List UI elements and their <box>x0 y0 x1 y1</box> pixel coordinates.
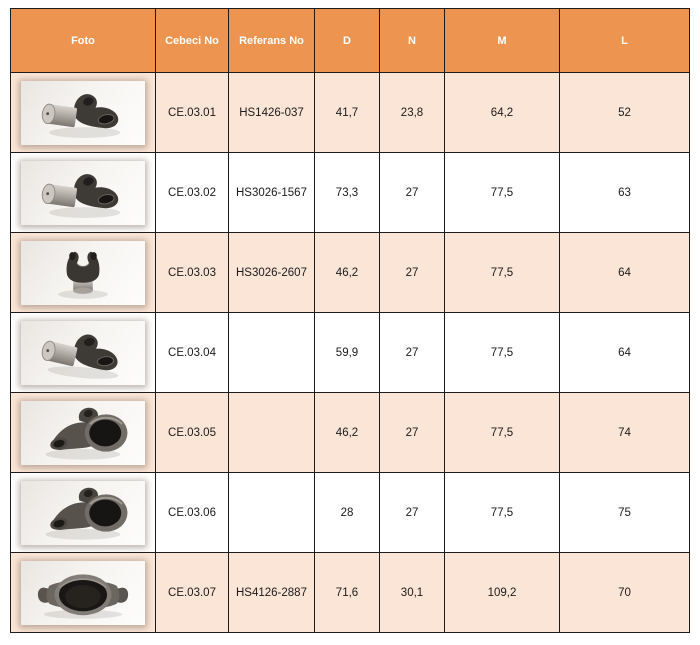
tube-yoke-photo <box>21 401 145 465</box>
table-row: CE.03.06 28 27 77,5 75 <box>10 472 690 553</box>
part-photo <box>21 320 145 385</box>
part-photo <box>21 400 145 465</box>
referans-no-cell: HS3026-1567 <box>228 152 315 233</box>
table-row: CE.03.05 46,2 27 77,5 74 <box>10 392 690 473</box>
referans-no-cell: HS3026-2607 <box>228 232 315 313</box>
d-cell: 46,2 <box>314 232 380 313</box>
photo-cell <box>10 552 156 633</box>
column-header-n: N <box>379 8 445 73</box>
photo-cell <box>10 232 156 313</box>
l-cell: 52 <box>559 72 690 153</box>
part-photo <box>21 80 145 145</box>
l-cell: 74 <box>559 392 690 473</box>
n-cell: 30,1 <box>379 552 445 633</box>
cebeci-no-cell: CE.03.02 <box>155 152 229 233</box>
photo-cell <box>10 392 156 473</box>
tube-yoke-photo <box>21 481 145 545</box>
l-cell: 64 <box>559 232 690 313</box>
n-cell: 27 <box>379 232 445 313</box>
tube-yoke-front-photo <box>21 561 145 625</box>
cebeci-no-cell: CE.03.06 <box>155 472 229 553</box>
photo-cell <box>10 152 156 233</box>
photo-cell <box>10 312 156 393</box>
n-cell: 23,8 <box>379 72 445 153</box>
table-row: CE.03.07 HS4126-2887 71,6 30,1 109,2 70 <box>10 552 690 633</box>
n-cell: 27 <box>379 472 445 553</box>
cebeci-no-cell: CE.03.01 <box>155 72 229 153</box>
m-cell: 77,5 <box>444 472 560 553</box>
m-cell: 109,2 <box>444 552 560 633</box>
header-row: Foto Cebeci No Referans No D N M L <box>10 8 690 73</box>
table-row: CE.03.03 HS3026-2607 46,2 27 77,5 64 <box>10 232 690 313</box>
n-cell: 27 <box>379 392 445 473</box>
yoke-side-view-photo <box>21 81 145 145</box>
d-cell: 71,6 <box>314 552 380 633</box>
d-cell: 46,2 <box>314 392 380 473</box>
photo-cell <box>10 472 156 553</box>
l-cell: 63 <box>559 152 690 233</box>
yoke-upright-photo <box>21 241 145 305</box>
parts-table: Foto Cebeci No Referans No D N M L CE.03… <box>10 8 690 633</box>
m-cell: 77,5 <box>444 152 560 233</box>
referans-no-cell <box>228 472 315 553</box>
d-cell: 59,9 <box>314 312 380 393</box>
cebeci-no-cell: CE.03.07 <box>155 552 229 633</box>
yoke-side-view-photo <box>18 315 147 390</box>
column-header-m: M <box>444 8 560 73</box>
cebeci-no-cell: CE.03.04 <box>155 312 229 393</box>
table-row: CE.03.01 HS1426-037 41,7 23,8 64,2 52 <box>10 72 690 153</box>
part-photo <box>21 480 145 545</box>
m-cell: 64,2 <box>444 72 560 153</box>
m-cell: 77,5 <box>444 392 560 473</box>
m-cell: 77,5 <box>444 232 560 313</box>
referans-no-cell: HS4126-2887 <box>228 552 315 633</box>
yoke-side-view-photo <box>21 161 145 225</box>
l-cell: 70 <box>559 552 690 633</box>
column-header-l: L <box>559 8 690 73</box>
photo-cell <box>10 72 156 153</box>
l-cell: 75 <box>559 472 690 553</box>
cebeci-no-cell: CE.03.05 <box>155 392 229 473</box>
column-header-cebeci-no: Cebeci No <box>155 8 229 73</box>
column-header-foto: Foto <box>10 8 156 73</box>
d-cell: 28 <box>314 472 380 553</box>
l-cell: 64 <box>559 312 690 393</box>
referans-no-cell <box>228 392 315 473</box>
n-cell: 27 <box>379 312 445 393</box>
referans-no-cell: HS1426-037 <box>228 72 315 153</box>
table-row: CE.03.02 HS3026-1567 73,3 27 77,5 63 <box>10 152 690 233</box>
d-cell: 73,3 <box>314 152 380 233</box>
part-photo <box>21 240 145 305</box>
part-photo <box>21 160 145 225</box>
m-cell: 77,5 <box>444 312 560 393</box>
referans-no-cell <box>228 312 315 393</box>
column-header-d: D <box>314 8 380 73</box>
table-row: CE.03.04 59,9 27 77,5 64 <box>10 312 690 393</box>
column-header-referans-no: Referans No <box>228 8 315 73</box>
d-cell: 41,7 <box>314 72 380 153</box>
n-cell: 27 <box>379 152 445 233</box>
cebeci-no-cell: CE.03.03 <box>155 232 229 313</box>
part-photo <box>21 560 145 625</box>
